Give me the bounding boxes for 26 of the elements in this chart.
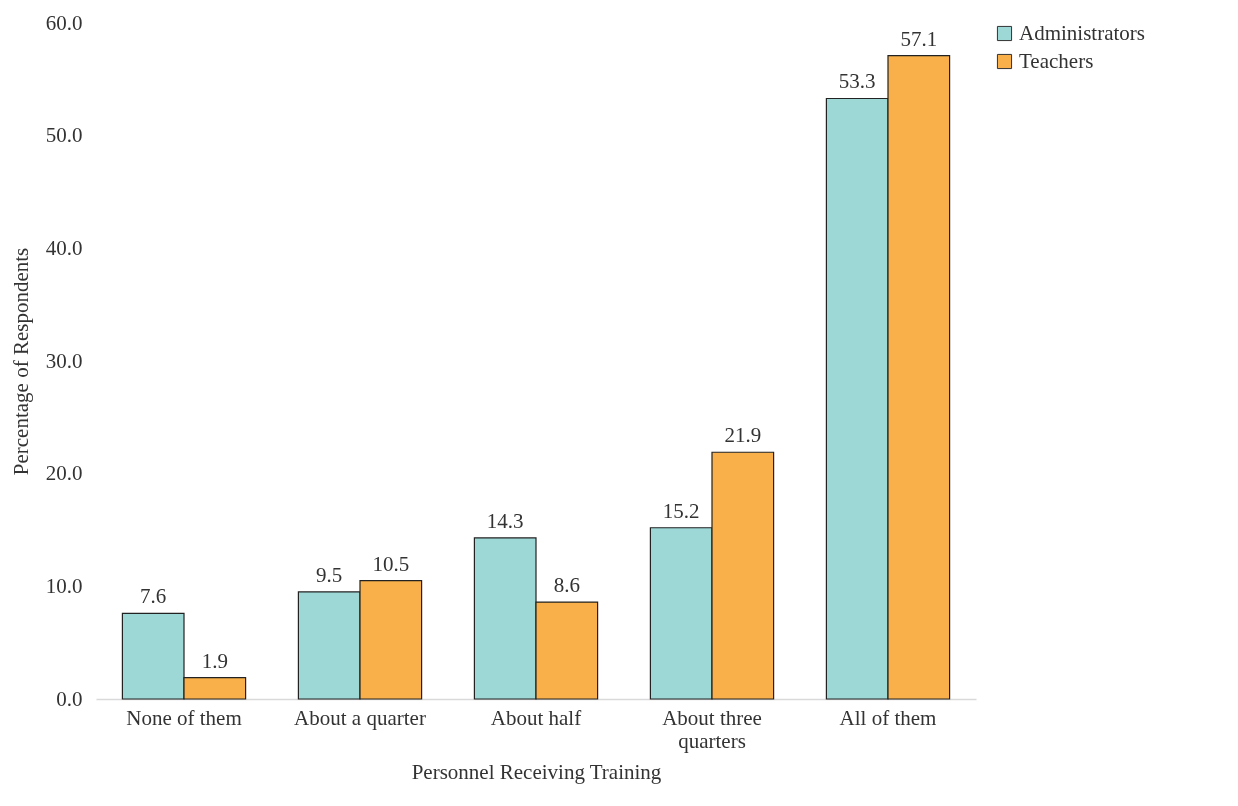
- data-label: 1.9: [201, 648, 228, 673]
- x-tick-label: About half: [490, 705, 582, 730]
- data-label: 8.6: [553, 573, 580, 598]
- x-tick-label: About a quarter: [294, 705, 426, 730]
- data-label: 10.5: [372, 551, 410, 576]
- legend-label: Teachers: [1019, 48, 1094, 73]
- y-tick-label: 20.0: [45, 461, 83, 486]
- y-tick-label: 50.0: [45, 123, 83, 148]
- data-label: 21.9: [724, 423, 762, 448]
- y-tick-label: 60.0: [45, 10, 83, 35]
- data-label: 7.6: [140, 584, 167, 609]
- x-tick-label: None of them: [126, 705, 242, 730]
- x-axis-title: Personnel Receiving Training: [411, 759, 662, 784]
- legend-label: Administrators: [1019, 20, 1145, 45]
- x-tick-label: About three quarters: [662, 705, 762, 753]
- y-tick-label: 0.0: [56, 686, 83, 711]
- data-label: 9.5: [316, 562, 343, 587]
- y-axis-title: Percentage of Respondents: [8, 247, 33, 476]
- y-tick-label: 10.0: [45, 573, 83, 598]
- x-tick-label: All of them: [839, 705, 937, 730]
- data-label: 14.3: [486, 508, 524, 533]
- data-label: 53.3: [838, 69, 876, 94]
- y-tick-label: 40.0: [45, 235, 83, 260]
- data-label: 15.2: [662, 498, 700, 523]
- y-tick-label: 30.0: [45, 348, 83, 373]
- data-label: 57.1: [900, 26, 938, 51]
